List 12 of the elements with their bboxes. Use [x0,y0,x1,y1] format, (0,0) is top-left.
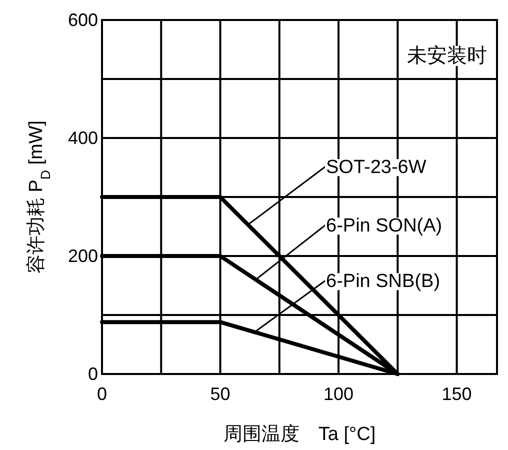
y-tick-label: 600 [68,10,98,30]
x-axis-title: 周围温度 Ta [°C] [223,423,376,445]
annotation: SOT-23-6W [326,157,426,178]
x-tick-label: 150 [442,384,472,404]
annotation: 6-Pin SON(A) [326,216,442,237]
annotation: 6-Pin SNB(B) [326,271,440,292]
annotation: 未安装时 [407,45,487,67]
x-tick-label: 100 [324,384,354,404]
x-tick-label: 50 [210,384,230,404]
y-tick-label: 0 [88,364,98,384]
y-tick-label: 400 [68,128,98,148]
y-tick-label: 200 [68,246,98,266]
